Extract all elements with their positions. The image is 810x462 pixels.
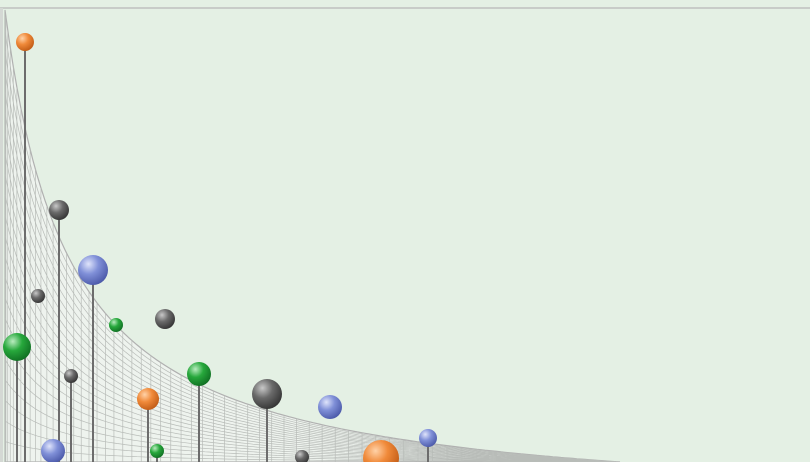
ball: [78, 255, 108, 285]
ball: [49, 200, 69, 220]
illustration: [0, 0, 810, 462]
ball: [318, 395, 342, 419]
ball: [155, 309, 175, 329]
ball: [150, 444, 164, 458]
page: (() => { const NS = 'http://www.w3.org/2…: [0, 0, 810, 462]
ball: [3, 333, 31, 361]
ball: [137, 388, 159, 410]
ball: [31, 289, 45, 303]
ball: [64, 369, 78, 383]
ball: [187, 362, 211, 386]
left-border: [0, 8, 3, 462]
ball: [16, 33, 34, 51]
ball: [109, 318, 123, 332]
ball: [41, 439, 65, 462]
ball: [252, 379, 282, 409]
ball: [419, 429, 437, 447]
